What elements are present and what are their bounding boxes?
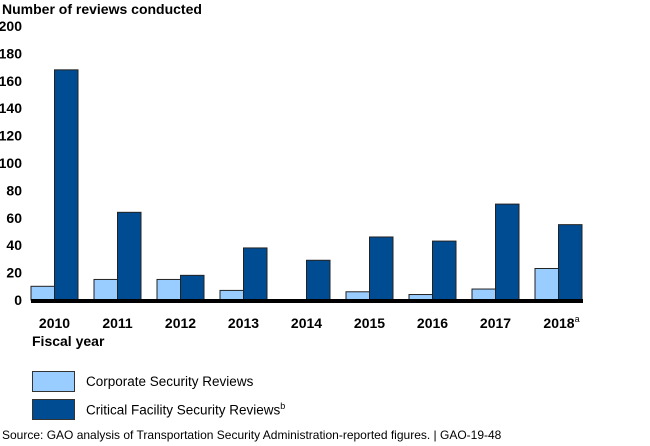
bar-critical-facility-2017 — [495, 203, 520, 301]
bar-corporate-2013 — [219, 289, 244, 301]
legend-label-critical-facility: Critical Facility Security Reviewsb — [86, 400, 286, 418]
y-tick-label: 140 — [0, 100, 22, 116]
legend-swatch-critical-facility — [32, 398, 75, 420]
legend-item-critical-facility: Critical Facility Security Reviewsb — [32, 395, 285, 423]
x-tick-label: 2011 — [102, 315, 133, 331]
x-tick-label: 2015 — [354, 315, 385, 331]
bar-corporate-2015 — [345, 291, 370, 301]
x-tick-label: 2014 — [291, 315, 322, 331]
bar-corporate-2017 — [471, 288, 496, 301]
y-axis-ticks: 0 20 40 60 80 100 120 140 160 180 200 — [0, 18, 22, 308]
bar-critical-facility-2011 — [117, 211, 142, 301]
legend-label-corporate: Corporate Security Reviews — [86, 373, 254, 389]
bar-corporate-2011 — [93, 278, 118, 301]
y-tick-label: 100 — [0, 155, 22, 171]
y-tick-label: 120 — [0, 128, 22, 144]
x-axis-title: Fiscal year — [32, 333, 105, 349]
y-tick-label: 160 — [0, 73, 22, 89]
bar-critical-facility-2015 — [369, 236, 394, 301]
bars — [30, 69, 583, 301]
y-tick-label: 80 — [6, 182, 22, 198]
y-tick-label: 200 — [0, 18, 22, 34]
x-axis-ticks: 2010 2011 2012 2013 2014 2015 2016 2017 2018a — [39, 314, 580, 331]
bar-critical-facility-2014 — [306, 259, 331, 301]
source-note: Source: GAO analysis of Transportation S… — [2, 428, 502, 442]
bar-corporate-2010 — [30, 285, 55, 301]
x-tick-label: 2012 — [165, 315, 196, 331]
y-axis-title: Number of reviews conducted — [2, 1, 202, 17]
bar-critical-facility-2010 — [54, 69, 79, 301]
bar-chart: Number of reviews conducted 0 20 40 60 80 100… — [0, 1, 583, 349]
y-tick-label: 180 — [0, 45, 22, 61]
x-tick-label: 2016 — [417, 315, 448, 331]
x-tick-label: 2017 — [480, 315, 511, 331]
y-tick-label: 20 — [6, 265, 22, 281]
y-tick-label: 40 — [6, 237, 22, 253]
bar-corporate-2018 — [534, 267, 559, 301]
bar-critical-facility-2016 — [432, 240, 457, 301]
x-tick-label: 2010 — [39, 315, 70, 331]
bar-critical-facility-2018 — [558, 224, 583, 301]
bar-critical-facility-2012 — [180, 274, 205, 301]
y-tick-label: 0 — [14, 292, 22, 308]
legend: Corporate Security Reviews Critical Faci… — [32, 367, 285, 423]
x-tick-label: 2013 — [228, 315, 259, 331]
legend-swatch-corporate — [32, 370, 75, 392]
x-tick-label: 2018a — [543, 314, 579, 331]
legend-item-corporate: Corporate Security Reviews — [32, 367, 285, 395]
y-tick-label: 60 — [6, 210, 22, 226]
bar-critical-facility-2013 — [243, 247, 268, 301]
bar-corporate-2012 — [156, 278, 181, 301]
